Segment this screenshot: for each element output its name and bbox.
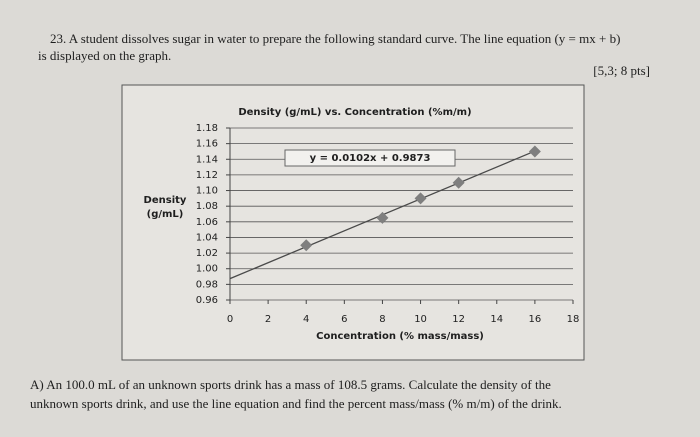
x-tick-label: 0 xyxy=(227,314,233,325)
y-tick-label: 1.10 xyxy=(196,186,218,197)
y-tick-label: 1.04 xyxy=(196,232,218,243)
question-line: 23. A student dissolves sugar in water t… xyxy=(50,31,620,46)
data-point xyxy=(528,145,541,158)
points: [5,3; 8 pts] xyxy=(593,63,650,78)
y-tick-label: 0.96 xyxy=(196,295,218,306)
chart-title: Density (g/mL) vs. Concentration (%m/m) xyxy=(238,107,471,118)
y-axis-label: (g/mL) xyxy=(147,209,184,220)
x-tick-label: 18 xyxy=(567,314,580,325)
data-point xyxy=(414,192,427,205)
y-tick-label: 1.00 xyxy=(196,264,218,275)
y-tick-label: 0.98 xyxy=(196,279,218,290)
y-tick-label: 1.18 xyxy=(196,123,218,134)
y-tick-label: 1.16 xyxy=(196,139,218,150)
data-point xyxy=(376,211,389,224)
y-tick-label: 1.02 xyxy=(196,248,218,259)
y-tick-label: 1.06 xyxy=(196,217,218,228)
x-tick-label: 2 xyxy=(265,314,271,325)
x-tick-label: 10 xyxy=(414,314,427,325)
x-tick-label: 12 xyxy=(452,314,465,325)
y-axis-label: Density xyxy=(144,195,187,206)
y-tick-label: 1.08 xyxy=(196,201,218,212)
x-tick-label: 6 xyxy=(341,314,347,325)
x-axis-label: Concentration (% mass/mass) xyxy=(316,331,484,342)
x-tick-label: 16 xyxy=(529,314,542,325)
equation-box xyxy=(284,149,456,167)
chart-frame xyxy=(121,84,585,361)
y-tick-label: 1.14 xyxy=(196,154,218,165)
question-line: is displayed on the graph. xyxy=(38,48,171,63)
data-point xyxy=(452,176,465,189)
question-part: unknown sports drink, and use the line e… xyxy=(30,396,562,411)
y-tick-label: 1.12 xyxy=(196,170,218,181)
x-tick-label: 8 xyxy=(379,314,385,325)
x-tick-label: 4 xyxy=(303,314,309,325)
equation: y = 0.0102x + 0.9873 xyxy=(310,153,431,164)
plot: 0.96 0.98 1.00 1.02 1.04 1.06 1.08 1.10 1.12 1.14… xyxy=(196,123,580,325)
x-tick-label: 14 xyxy=(490,314,503,325)
question-part: A) An 100.0 mL of an unknown sports drin… xyxy=(30,377,551,392)
data-point xyxy=(300,239,313,252)
